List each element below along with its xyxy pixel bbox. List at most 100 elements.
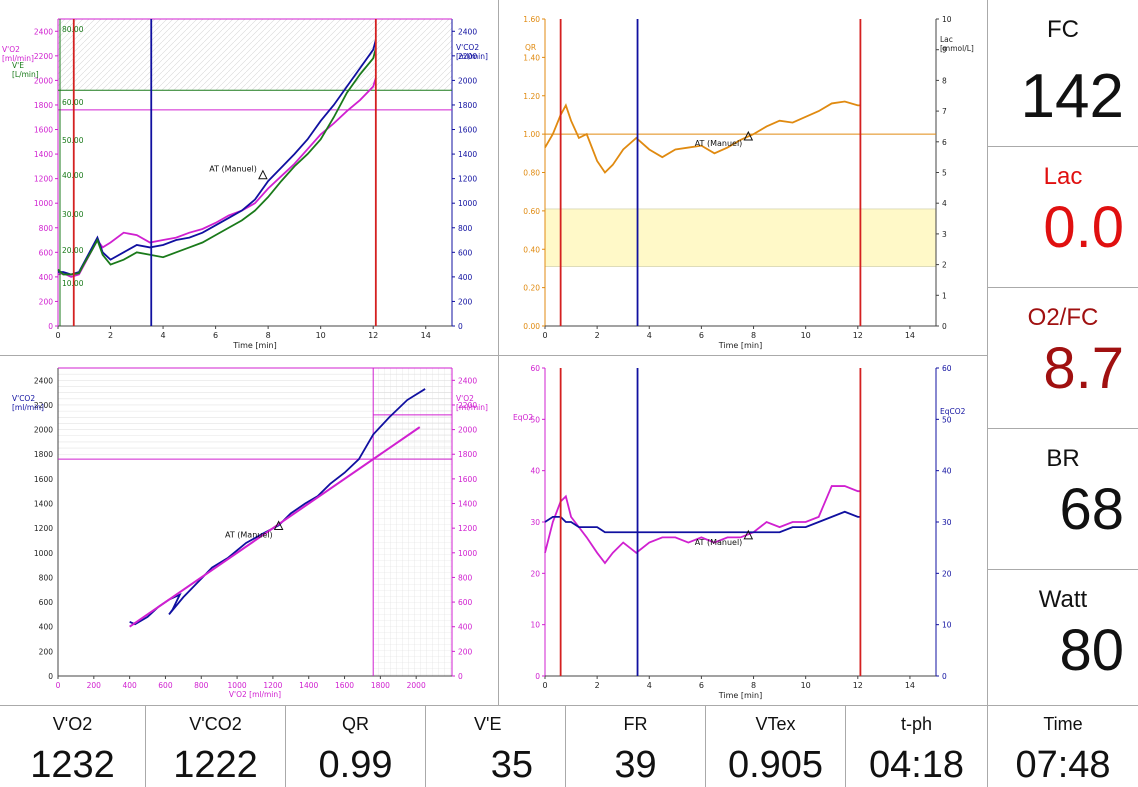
side-label: BR: [1046, 445, 1080, 472]
y-tick-label: 1800: [34, 450, 53, 459]
y-tick-label: 1.60: [523, 15, 540, 24]
y-tick-label: 2400: [34, 376, 53, 385]
y2-tick-label: 10: [942, 621, 952, 630]
grid-region: [373, 368, 452, 676]
side-cell-lac: Lac 0.0: [988, 147, 1138, 288]
y-tick-label: 60: [530, 364, 540, 373]
y-tick-label: 1200: [34, 175, 53, 184]
bottom-value: 07:48: [1015, 744, 1111, 786]
ve-tick-label: 80.00: [62, 25, 84, 34]
side-label: Watt: [1038, 586, 1088, 613]
x-tick-label: 14: [421, 331, 431, 340]
y2-tick-label: 50: [942, 415, 952, 424]
x-tick-label: 12: [368, 331, 378, 340]
y2-tick-label: 1600: [458, 126, 477, 135]
y2-tick-label: 0: [942, 322, 947, 331]
x-tick-label: 400: [122, 681, 137, 690]
y-tick-label: 600: [39, 248, 54, 257]
bottom-cell-vco2: V'CO2 1222: [146, 706, 286, 787]
x-tick-label: 4: [161, 331, 166, 340]
y-tick-label: 1.20: [523, 92, 540, 101]
bottom-value: 1232: [30, 744, 115, 786]
y-tick-label: 1200: [34, 524, 53, 533]
y-tick-label: 0.00: [523, 322, 540, 331]
y2-axis-label: [ml/min]: [456, 403, 488, 412]
bottom-label: V'E: [474, 714, 502, 734]
bottom-label: V'CO2: [189, 714, 242, 734]
at-annotation: AT (Manuel): [225, 530, 273, 539]
x-tick-label: 4: [647, 681, 652, 690]
side-value: 0.0: [1043, 195, 1124, 260]
y2-tick-label: 6: [942, 138, 947, 147]
y-axis-label: [ml/min]: [12, 403, 44, 412]
y2-tick-label: 10: [942, 15, 952, 24]
y-tick-label: 40: [530, 467, 540, 476]
divider: [498, 0, 499, 706]
y-tick-label: 200: [39, 647, 54, 656]
bottom-cell-vo2: V'O2 1232: [0, 706, 146, 787]
y-tick-label: 200: [39, 297, 54, 306]
side-cell-fc: FC 142: [988, 0, 1138, 147]
x-tick-label: 2: [108, 331, 113, 340]
y2-tick-label: 0: [458, 672, 463, 681]
x-tick-label: 10: [801, 681, 811, 690]
x-tick-label: 10: [316, 331, 326, 340]
y2-tick-label: 2400: [458, 376, 477, 385]
divider: [0, 355, 988, 356]
y2-tick-label: 30: [942, 518, 952, 527]
y2-tick-label: 1800: [458, 450, 477, 459]
at-marker: [273, 520, 284, 530]
y2-tick-label: 0: [458, 322, 463, 331]
x-axis-label: Time [min]: [232, 341, 276, 350]
x-tick-label: 0: [55, 331, 60, 340]
y2-tick-label: 9: [942, 46, 947, 55]
x-tick-label: 1000: [228, 681, 247, 690]
y-tick-label: 1000: [34, 549, 53, 558]
chart-eq-svg: 0 2 4 6 8 10 12 14 Time [min] 0 10 20 30 40 50 60 0 10 20 3…: [513, 364, 966, 700]
y2-axis-label: [mmol/L]: [940, 44, 974, 53]
side-value: 142: [1020, 62, 1124, 131]
x-tick-label: 6: [699, 331, 704, 340]
y2-tick-label: 2200: [458, 401, 477, 410]
y2-axis-label: V'O2: [456, 394, 474, 403]
y2-tick-label: 3: [942, 230, 947, 239]
y2-axis-label: EqCO2: [940, 407, 966, 416]
y2-tick-label: 1200: [458, 524, 477, 533]
at-marker: [743, 130, 754, 141]
y-axis-label: EqO2: [513, 413, 533, 422]
y2-tick-label: 1200: [458, 175, 477, 184]
bottom-label: V'O2: [52, 714, 93, 734]
side-label: O2/FC: [1027, 304, 1099, 331]
at-marker: [743, 529, 754, 540]
series-vco2: [58, 39, 377, 276]
side-cell-watt: Watt 80: [988, 570, 1138, 706]
hatched-region: [58, 19, 452, 91]
y2-tick-label: 600: [458, 248, 473, 257]
at-marker: [258, 169, 268, 180]
y-tick-label: 2000: [34, 76, 53, 85]
y2-tick-label: 2000: [458, 426, 477, 435]
divider: [0, 705, 988, 706]
series-ve: [57, 48, 377, 276]
y-tick-label: 0: [48, 322, 53, 331]
chart-qr-lac: 0 2 4 6 8 10 12 14 Time [min] 0.00 0.20 0.40 0.60 0.8…: [499, 0, 988, 355]
y2-tick-label: 4: [942, 199, 947, 208]
x-tick-label: 600: [158, 681, 173, 690]
series-qr: [544, 100, 861, 174]
y-tick-label: 2200: [34, 401, 53, 410]
y2-tick-label: 200: [458, 297, 473, 306]
y-tick-label: 800: [39, 573, 54, 582]
y-tick-label: 30: [530, 518, 540, 527]
series-eqco2: [544, 510, 861, 534]
bottom-value: 0.905: [727, 744, 824, 786]
bottom-label: Time: [1043, 714, 1083, 734]
at-annotation: AT (Manuel): [695, 139, 743, 148]
y-tick-label: 0.80: [523, 169, 540, 178]
y2-tick-label: 1600: [458, 475, 477, 484]
y-tick-label: 600: [39, 598, 54, 607]
y2-tick-label: 0: [942, 672, 947, 681]
chart-eqo2-eqco2: 0 2 4 6 8 10 12 14 Time [min] 0 10 20 30 40 50 60 0 10 20 3…: [499, 356, 988, 705]
y-tick-label: 0: [48, 672, 53, 681]
x-axis-label: Time [min]: [718, 691, 762, 700]
